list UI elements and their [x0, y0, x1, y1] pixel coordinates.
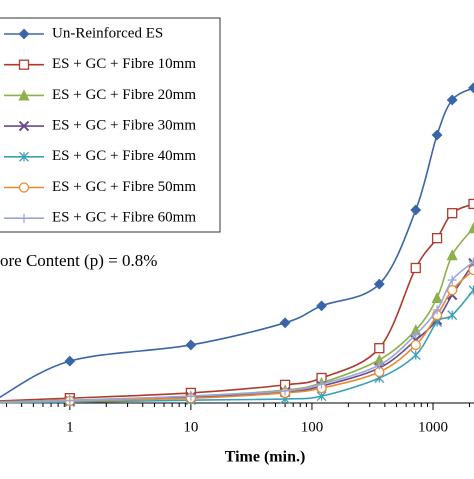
marker — [447, 208, 458, 219]
marker — [431, 233, 443, 244]
series-line — [0, 261, 474, 403]
marker — [18, 89, 30, 101]
legend-label: ES + GC + Fibre 60mm — [52, 210, 196, 226]
marker — [447, 275, 457, 285]
marker — [317, 379, 327, 389]
series-line — [0, 87, 474, 399]
x-tick-label: 10 — [183, 419, 198, 435]
marker — [19, 151, 29, 162]
marker — [468, 264, 474, 276]
marker — [18, 59, 30, 70]
series-line — [0, 203, 474, 402]
marker — [431, 129, 443, 141]
marker — [374, 343, 385, 354]
legend-label: ES + GC + Fibre 50mm — [52, 179, 196, 195]
marker — [18, 28, 30, 40]
marker — [64, 355, 76, 367]
marker — [447, 285, 458, 296]
x-tick-label: 100 — [301, 419, 324, 435]
legend-box — [0, 17, 221, 233]
marker — [280, 386, 290, 396]
marker — [186, 391, 196, 401]
marker — [279, 317, 291, 329]
marker — [410, 339, 421, 351]
marker — [19, 213, 29, 223]
series-line — [0, 262, 474, 403]
marker — [432, 305, 442, 315]
x-tick-label: 1000 — [418, 419, 448, 435]
legend-label: ES + GC + Fibre 10mm — [52, 56, 196, 72]
marker — [373, 278, 385, 290]
legend-label: Un-Reinforced ES — [52, 25, 163, 41]
marker — [185, 339, 197, 351]
marker — [431, 291, 443, 303]
marker — [410, 262, 421, 274]
marker — [468, 82, 474, 94]
marker — [446, 249, 458, 261]
marker — [467, 222, 474, 234]
marker — [411, 329, 421, 339]
marker — [18, 182, 30, 193]
marker — [18, 120, 30, 132]
marker — [446, 94, 458, 106]
x-tick-label: 1 — [66, 419, 74, 435]
marker — [410, 350, 421, 361]
legend-label: ES + GC + Fibre 30mm — [52, 118, 196, 134]
annotation: ore Content (p) = 0.8% — [0, 251, 157, 270]
legend-label: ES + GC + Fibre 40mm — [52, 148, 196, 164]
x-axis-label: Time (min.) — [225, 449, 306, 466]
legend-label: ES + GC + Fibre 20mm — [52, 87, 196, 103]
marker — [316, 300, 327, 312]
marker — [374, 360, 384, 370]
marker — [410, 204, 422, 216]
marker — [447, 310, 458, 321]
series-line — [0, 289, 474, 404]
marker — [468, 198, 474, 210]
marker — [65, 396, 75, 406]
